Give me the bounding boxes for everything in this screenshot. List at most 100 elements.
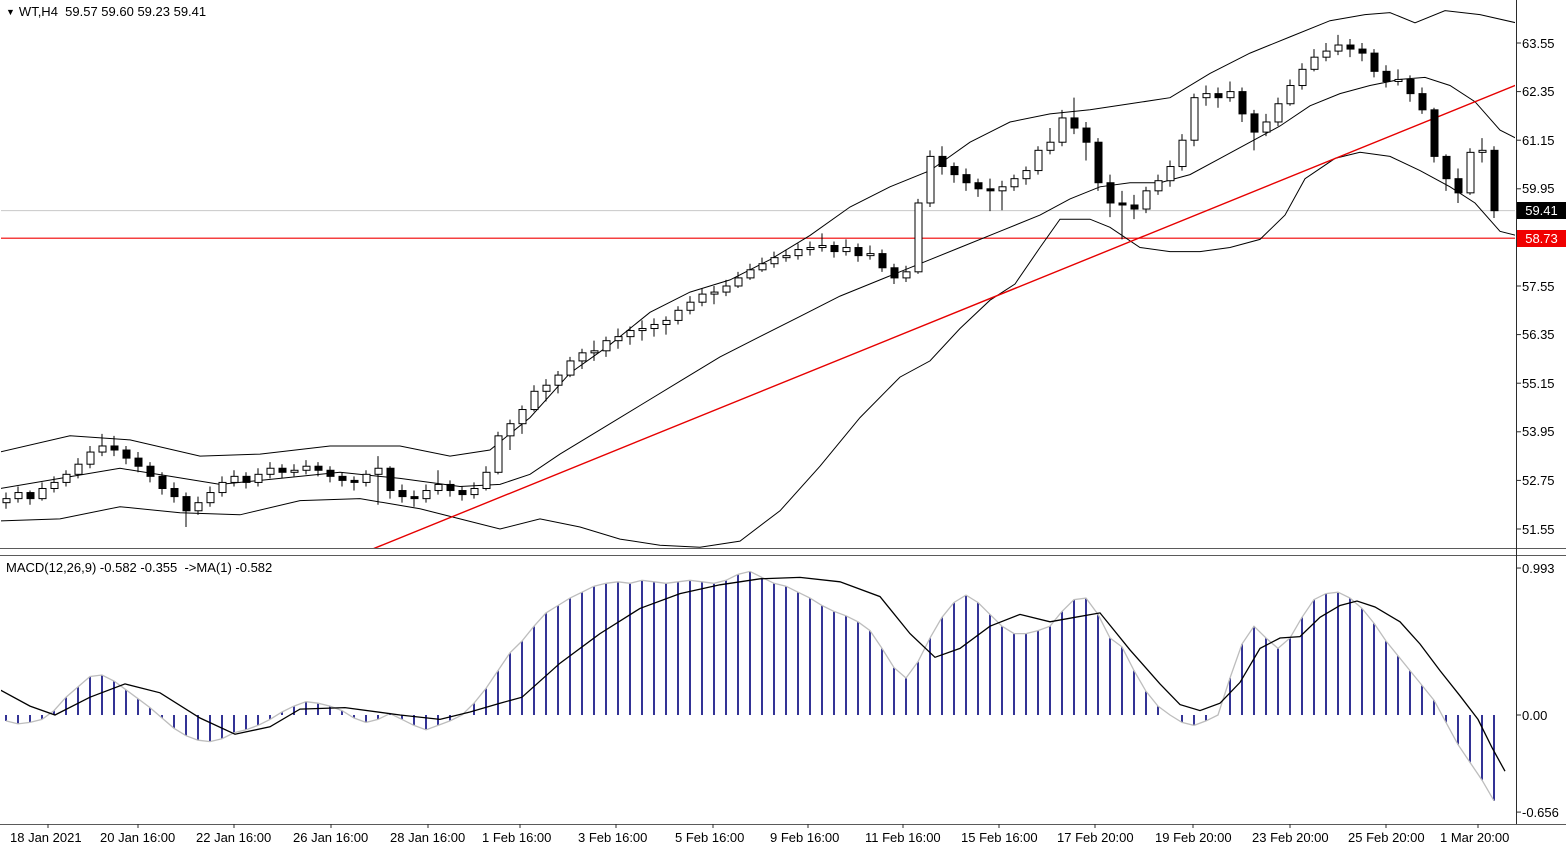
candle-bullish — [362, 473, 371, 483]
candle-bullish — [482, 471, 491, 489]
candle-bullish — [710, 291, 719, 295]
candle-bearish — [986, 188, 995, 192]
candle-bullish — [698, 293, 707, 303]
candle-bearish — [1118, 202, 1127, 206]
candle-bearish — [878, 253, 887, 269]
candles — [2, 34, 1499, 527]
candle-bullish — [422, 490, 431, 500]
candle-bullish — [14, 492, 23, 500]
candle-bearish — [110, 445, 119, 451]
candle-bearish — [386, 467, 395, 492]
bollinger-upper-band — [1, 10, 1515, 457]
candle-bullish — [842, 247, 851, 253]
candle-bullish — [470, 488, 479, 496]
candle-bearish — [410, 496, 419, 500]
candle-bearish — [890, 267, 899, 279]
candle-bullish — [818, 245, 827, 249]
candle-bearish — [146, 465, 155, 477]
candle-bullish — [1022, 170, 1031, 180]
candle-bullish — [1190, 97, 1199, 141]
candle-bearish — [458, 490, 467, 496]
candle-bullish — [662, 319, 671, 325]
candle-bullish — [1310, 56, 1319, 70]
candle-bearish — [182, 496, 191, 512]
candle-bearish — [398, 490, 407, 498]
candle-bullish — [1058, 117, 1067, 143]
candle-bullish — [590, 350, 599, 354]
macd-signal-line — [1, 576, 1506, 772]
candle-bearish — [1130, 204, 1139, 210]
candle-bullish — [254, 473, 263, 483]
candle-bullish — [542, 384, 551, 392]
candle-bullish — [758, 263, 767, 271]
candle-bullish — [734, 277, 743, 287]
candle-bullish — [746, 269, 755, 279]
price-panel[interactable] — [0, 10, 1516, 550]
candle-bullish — [722, 285, 731, 293]
macd-panel[interactable] — [0, 570, 1506, 802]
candle-bullish — [1262, 121, 1271, 133]
candle-bullish — [218, 481, 227, 494]
candle-bullish — [1394, 78, 1403, 82]
candle-bearish — [338, 475, 347, 481]
candle-bearish — [1430, 109, 1439, 157]
candle-bearish — [314, 465, 323, 471]
candle-bullish — [902, 271, 911, 279]
candle-bullish — [1226, 91, 1235, 99]
candle-bullish — [866, 253, 875, 257]
candle-bullish — [434, 483, 443, 492]
candle-bullish — [566, 360, 575, 376]
candle-bullish — [578, 352, 587, 362]
candle-bullish — [638, 328, 647, 332]
candle-bullish — [506, 423, 515, 437]
candle-bullish — [1466, 151, 1475, 194]
candle-bullish — [806, 247, 815, 251]
candle-bullish — [518, 409, 527, 425]
candle-bullish — [1274, 103, 1283, 123]
candle-bullish — [38, 488, 47, 500]
candle-bearish — [854, 247, 863, 257]
candle-bullish — [794, 249, 803, 257]
candle-bearish — [1082, 127, 1091, 143]
candle-bullish — [62, 473, 71, 483]
candle-bullish — [1478, 149, 1487, 153]
candle-bearish — [1406, 78, 1415, 95]
candle-bearish — [1238, 91, 1247, 115]
candle-bearish — [446, 483, 455, 492]
candle-bullish — [74, 463, 83, 475]
candle-bullish — [50, 481, 59, 489]
candle-bullish — [674, 309, 683, 321]
candle-bullish — [230, 475, 239, 483]
candle-bullish — [1202, 93, 1211, 99]
candle-bullish — [1286, 85, 1295, 105]
candle-bearish — [1094, 141, 1103, 184]
candle-bullish — [770, 257, 779, 265]
candle-bearish — [122, 449, 131, 459]
candle-bullish — [1166, 166, 1175, 182]
candle-bearish — [1454, 178, 1463, 194]
candle-bearish — [1370, 52, 1379, 72]
candle-bullish — [626, 330, 635, 338]
candle-bullish — [914, 202, 923, 273]
candle-bearish — [1490, 149, 1499, 212]
macd-main-line — [5, 570, 1495, 802]
candle-bullish — [1034, 149, 1043, 172]
candle-bullish — [1178, 139, 1187, 168]
candle-bullish — [782, 255, 791, 259]
candle-bearish — [1382, 70, 1391, 82]
candle-bullish — [554, 374, 563, 386]
candle-bullish — [2, 498, 11, 504]
trendline[interactable] — [370, 84, 1516, 550]
candle-bullish — [1154, 180, 1163, 192]
candle-bullish — [194, 502, 203, 512]
candle-bearish — [1442, 155, 1451, 180]
bollinger-lower-band — [1, 151, 1515, 548]
candle-bullish — [290, 469, 299, 473]
candle-bearish — [326, 469, 335, 477]
candle-bearish — [938, 155, 947, 168]
candle-bullish — [686, 301, 695, 311]
candle-bearish — [830, 245, 839, 253]
candle-bearish — [1214, 93, 1223, 99]
